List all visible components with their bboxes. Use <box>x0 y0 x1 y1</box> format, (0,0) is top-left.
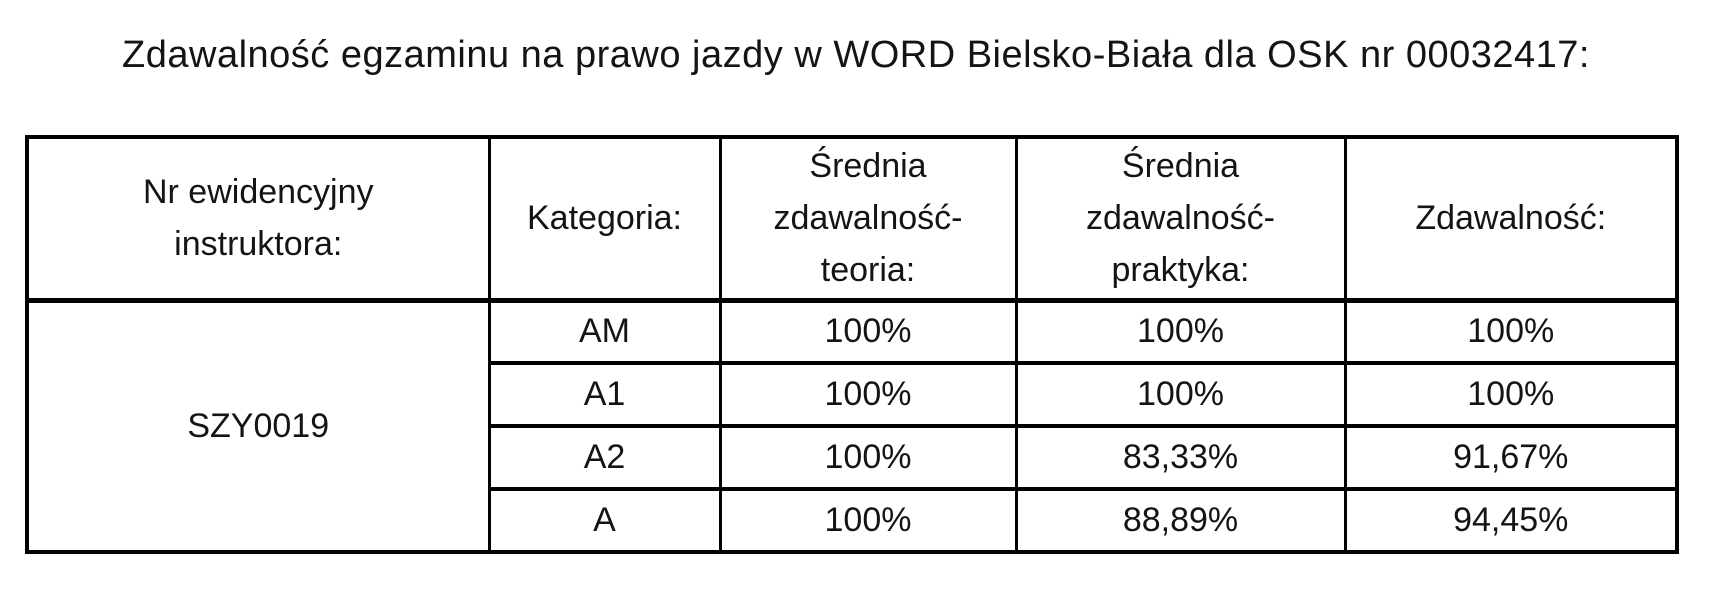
practice-cell: 100% <box>1014 361 1347 428</box>
practice-cell: 88,89% <box>1014 487 1347 554</box>
category-cell: A1 <box>487 361 722 428</box>
theory-cell: 100% <box>718 424 1018 491</box>
overall-cell: 94,45% <box>1343 487 1679 554</box>
col-header-overall: Zdawalność: <box>1343 135 1679 303</box>
category-cell: AM <box>487 298 722 365</box>
theory-cell: 100% <box>718 298 1018 365</box>
col-header-category: Kategoria: <box>487 135 722 303</box>
col-header-theory-avg: Średnia zdawalność- teoria: <box>718 135 1018 303</box>
table-row: A 100% 88,89% 94,45% <box>27 487 1679 554</box>
practice-cell: 100% <box>1014 298 1347 365</box>
pass-rate-table: Nr ewidencyjny instruktora: Kategoria: Ś… <box>25 135 1679 554</box>
page-title: Zdawalność egzaminu na prawo jazdy w WOR… <box>122 34 1590 76</box>
table-row: A2 100% 83,33% 91,67% <box>27 424 1679 491</box>
overall-cell: 100% <box>1343 298 1679 365</box>
col-header-practice-avg: Średnia zdawalność- praktyka: <box>1014 135 1347 303</box>
overall-cell: 100% <box>1343 361 1679 428</box>
category-cell: A <box>487 487 722 554</box>
theory-cell: 100% <box>718 487 1018 554</box>
table-header-row: Nr ewidencyjny instruktora: Kategoria: Ś… <box>25 135 1679 303</box>
table-row: SZY0019 AM 100% 100% 100% <box>25 298 1679 554</box>
category-cell: A2 <box>487 424 722 491</box>
table-row: A1 100% 100% 100% <box>27 361 1679 428</box>
col-header-instructor-id: Nr ewidencyjny instruktora: <box>25 135 491 303</box>
instructor-id-cell: SZY0019 <box>25 298 491 554</box>
theory-cell: 100% <box>718 361 1018 428</box>
overall-cell: 91,67% <box>1343 424 1679 491</box>
practice-cell: 83,33% <box>1014 424 1347 491</box>
